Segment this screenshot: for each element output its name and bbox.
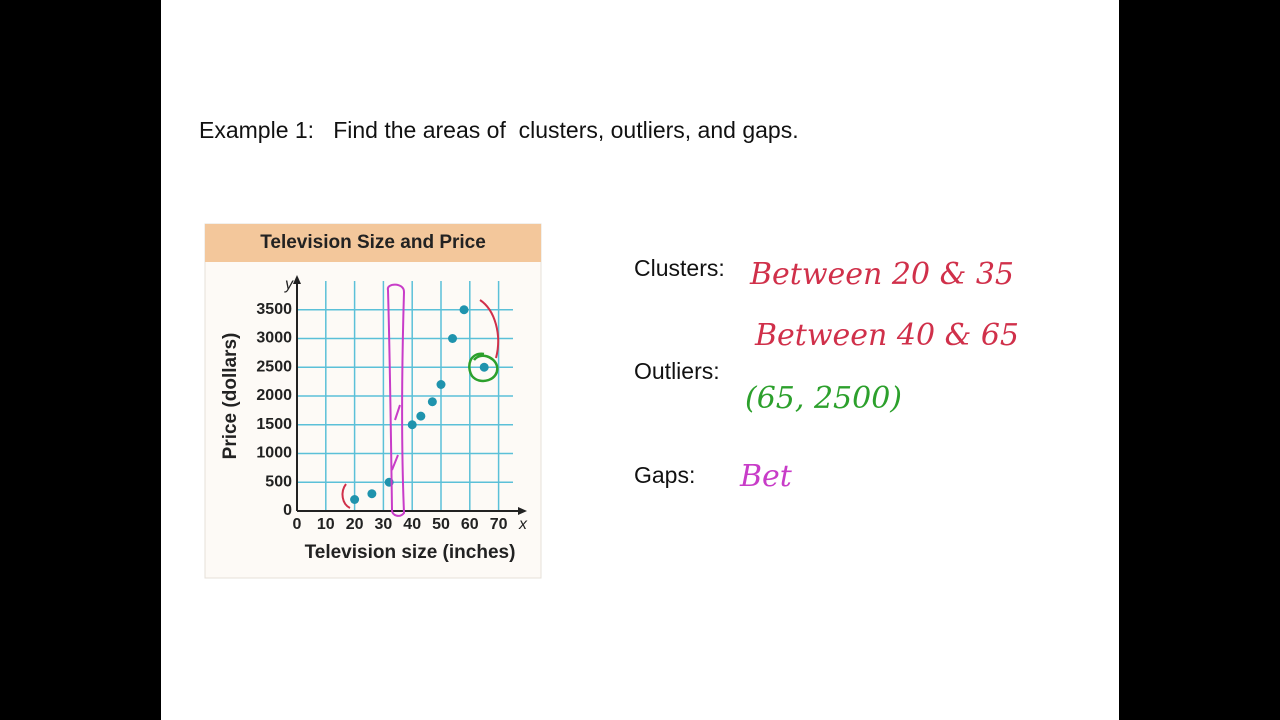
y-tick-label: 1500 <box>256 416 292 433</box>
chart-header <box>205 224 541 262</box>
x-tick-label: 50 <box>432 516 450 533</box>
y-tick-label: 0 <box>283 502 292 519</box>
x-tick-label: 40 <box>403 516 421 533</box>
point <box>479 362 489 372</box>
x-axis-symbol: x <box>518 516 528 533</box>
gaps-label: Gaps: <box>634 462 695 488</box>
x-tick-label: 30 <box>375 516 393 533</box>
y-arrow <box>293 275 301 284</box>
y-tick-label: 2500 <box>256 358 292 375</box>
x-tick-label: 0 <box>293 516 302 533</box>
y-tick-label: 500 <box>265 473 292 490</box>
gap-outline <box>386 283 406 517</box>
point <box>436 380 446 389</box>
x-axis-label: Television size (inches) <box>305 542 516 563</box>
cluster-mark <box>479 299 500 359</box>
y-tick-label: 3500 <box>256 301 292 318</box>
y-tick-label: 1000 <box>256 445 292 462</box>
chart-title: Television Size and Price <box>260 232 486 253</box>
y-tick-label: 3000 <box>256 330 292 347</box>
outliers-label: Outliers: <box>634 358 720 384</box>
gap-mark <box>391 404 401 471</box>
chart-box <box>204 223 542 579</box>
point <box>416 411 426 421</box>
clusters-label: Clusters: <box>634 255 725 281</box>
x-arrow <box>518 507 527 515</box>
point <box>459 305 469 315</box>
handwriting: Between 40 & 65 <box>754 318 1019 353</box>
x-tick-label: 70 <box>490 516 508 533</box>
handwriting: Bet <box>739 459 793 494</box>
point <box>427 397 437 407</box>
y-tick-label: 2000 <box>256 387 292 404</box>
x-tick-label: 20 <box>346 516 364 533</box>
x-tick-label: 60 <box>461 516 479 533</box>
y-axis-label: Price (dollars) <box>220 333 241 460</box>
heading: Example 1: Find the areas of clusters, o… <box>199 117 799 143</box>
y-axis-symbol: y <box>284 276 294 293</box>
point <box>367 489 377 499</box>
point <box>448 334 458 343</box>
annotations <box>341 283 500 517</box>
point <box>407 420 417 430</box>
point <box>350 495 360 504</box>
handwriting: Between 20 & 35 <box>749 257 1014 292</box>
x-tick-label: 10 <box>317 516 335 533</box>
plot: 0 10 20 30 40 50 60 70 0 500 1000 1500 2000 2500 3000 3… <box>256 275 528 533</box>
cluster-mark <box>341 483 351 509</box>
handwriting: (65, 2500) <box>745 381 902 416</box>
outlier-circle <box>468 352 499 383</box>
